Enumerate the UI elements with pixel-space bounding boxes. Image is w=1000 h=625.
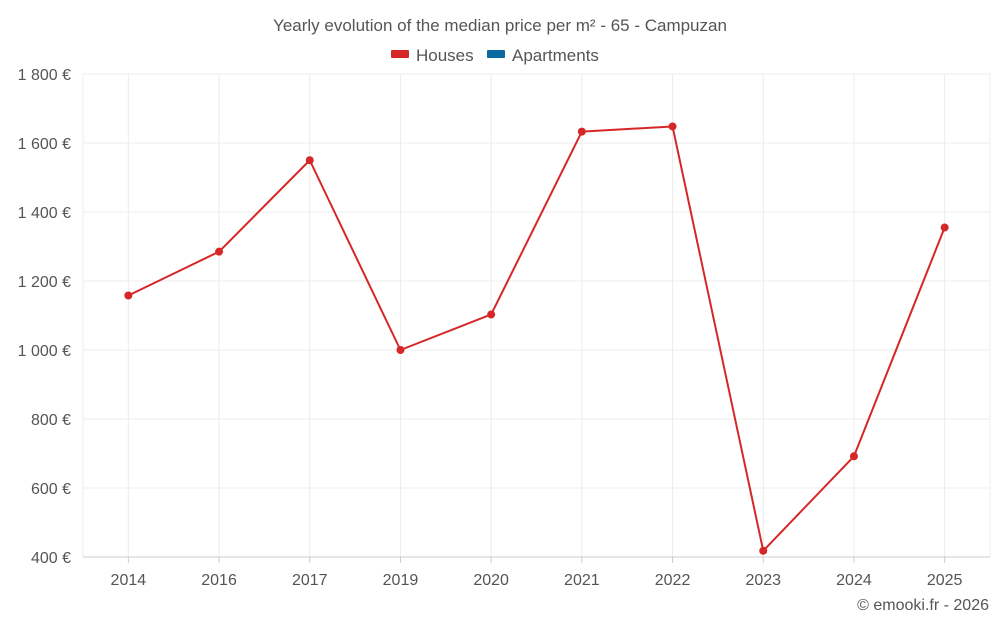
credit-text: © emooki.fr - 2026: [857, 597, 989, 614]
x-tick-label: 2025: [927, 572, 963, 589]
series-houses: [124, 122, 949, 555]
grid: [82, 73, 991, 557]
x-tick-label: 2021: [564, 572, 600, 589]
data-point-houses[interactable]: [396, 346, 405, 354]
series-line-houses: [127, 125, 946, 552]
y-tick-label: 400 €: [31, 550, 71, 567]
y-tick-label: 600 €: [31, 481, 71, 498]
data-point-houses[interactable]: [849, 452, 858, 461]
y-tick-label: 1 000 €: [18, 343, 71, 360]
axes: [83, 556, 990, 563]
x-tick-label: 2020: [473, 572, 509, 589]
data-point-houses[interactable]: [124, 291, 133, 300]
legend-label-houses: Houses: [416, 46, 474, 65]
x-tick-label: 2016: [201, 572, 237, 589]
x-tick-label: 2022: [655, 572, 691, 589]
data-point-houses[interactable]: [215, 247, 224, 256]
y-tick-label: 1 400 €: [18, 205, 71, 222]
chart-title: Yearly evolution of the median price per…: [273, 16, 727, 35]
x-tick-label: 2019: [383, 572, 419, 589]
data-point-houses[interactable]: [759, 546, 768, 555]
y-tick-label: 1 800 €: [18, 67, 71, 84]
data-point-houses[interactable]: [305, 156, 314, 165]
legend-item-houses[interactable]: Houses: [391, 46, 474, 65]
y-tick-label: 1 600 €: [18, 136, 71, 153]
data-point-houses[interactable]: [577, 127, 586, 136]
x-tick-label: 2023: [745, 572, 781, 589]
y-tick-label: 800 €: [31, 412, 71, 429]
legend-swatch-apartments: [487, 50, 505, 58]
x-tick-label: 2024: [836, 572, 872, 589]
legend-item-apartments[interactable]: Apartments: [487, 46, 599, 65]
data-point-houses[interactable]: [940, 223, 949, 232]
data-point-houses[interactable]: [487, 310, 496, 319]
x-tick-label: 2014: [111, 572, 147, 589]
legend-swatch-houses: [391, 50, 409, 58]
y-tick-label: 1 200 €: [18, 274, 71, 291]
legend-label-apartments: Apartments: [512, 46, 599, 65]
x-tick-label: 2017: [292, 572, 328, 589]
legend: Houses Apartments: [391, 46, 599, 65]
tick-labels: 400 € 600 € 800 € 1 000 € 1 200 € 1 400 € 1 60…: [18, 67, 963, 589]
data-point-houses[interactable]: [668, 122, 677, 131]
